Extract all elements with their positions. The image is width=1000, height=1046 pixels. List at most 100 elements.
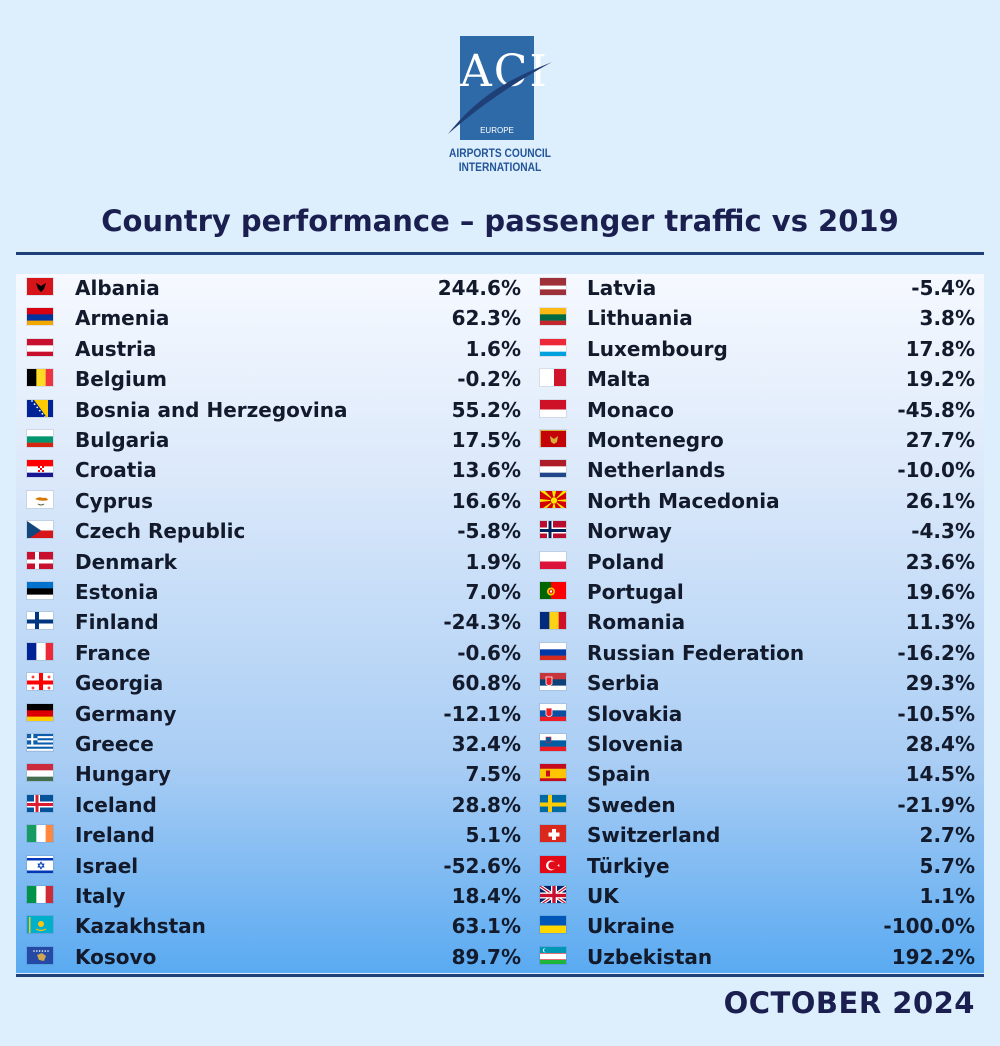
table-row: Croatia 13.6% <box>16 456 984 486</box>
table-row: Ukraine -100.0% <box>16 912 984 942</box>
traffic-change-value: -10.0% <box>897 458 975 483</box>
romania-flag-icon <box>539 611 567 631</box>
malta-flag-icon <box>539 368 567 388</box>
country-name: Greece <box>75 732 154 756</box>
country-name: Ukraine <box>587 914 675 939</box>
country-name: Germany <box>75 701 177 726</box>
report-date: OCTOBER 2024 <box>723 986 975 1020</box>
table-row: Albania 244.6% <box>16 274 984 304</box>
t-rkiye-flag-icon <box>539 854 567 874</box>
croatia-flag-icon <box>26 459 54 479</box>
table-row: Bosnia and Herzegovina 55.2% <box>16 396 984 426</box>
traffic-change-value: 1.6% <box>465 336 521 361</box>
kosovo-flag-icon <box>26 945 54 965</box>
table-row: Israel -52.6% <box>16 852 984 882</box>
traffic-change-value: 23.6% <box>905 549 975 574</box>
traffic-change-value: -4.3% <box>911 519 975 544</box>
country-name: Bosnia and Herzegovina <box>75 397 348 422</box>
kazakhstan-flag-icon <box>26 915 54 935</box>
table-row: Czech Republic -5.8% <box>16 517 984 547</box>
table-row: Cyprus 16.6% <box>16 487 984 517</box>
traffic-change-value: 192.2% <box>891 944 975 969</box>
traffic-change-value: 7.5% <box>465 762 521 787</box>
table-row: Russian Federation -16.2% <box>16 639 984 669</box>
table-row: Austria 1.6% <box>16 335 984 365</box>
traffic-change-value: 29.3% <box>905 671 975 696</box>
country-name: Iceland <box>75 792 157 817</box>
uk-flag-icon <box>539 885 567 904</box>
country-name: Denmark <box>75 549 177 574</box>
traffic-change-value: 28.8% <box>451 792 521 817</box>
aci-europe-logo: ACI EUROPE AIRPORTS COUNCIL INTERNATIONA… <box>0 34 1000 184</box>
country-name: Armenia <box>75 306 170 331</box>
traffic-change-value: 32.4% <box>451 732 521 756</box>
norway-flag-icon <box>539 520 567 540</box>
traffic-change-value: 244.6% <box>437 276 521 300</box>
switzerland-flag-icon <box>539 824 567 844</box>
traffic-change-value: 5.7% <box>919 853 975 878</box>
table-row: Ireland 5.1% <box>16 821 984 851</box>
table-row: Germany -12.1% <box>16 700 984 730</box>
traffic-change-value: -100.0% <box>883 914 975 939</box>
country-name: Malta <box>587 367 651 392</box>
traffic-change-value: 28.4% <box>905 732 975 756</box>
table-row: Slovakia -10.5% <box>16 700 984 730</box>
table-row: Hungary 7.5% <box>16 760 984 790</box>
traffic-change-value: 5.1% <box>465 823 521 848</box>
traffic-change-value: -5.8% <box>457 519 521 544</box>
traffic-change-value: 26.1% <box>905 488 975 513</box>
country-name: Romania <box>587 610 686 635</box>
bulgaria-flag-icon <box>26 429 54 448</box>
country-name: Monaco <box>587 397 674 422</box>
traffic-change-value: -12.1% <box>443 701 521 726</box>
country-name: Kazakhstan <box>75 914 206 939</box>
table-row: Kosovo 89.7% <box>16 943 984 973</box>
table-row: France -0.6% <box>16 639 984 669</box>
country-name: Serbia <box>587 671 660 696</box>
traffic-change-value: -45.8% <box>897 397 975 422</box>
table-row: Slovenia 28.4% <box>16 730 984 760</box>
table-row: Georgia 60.8% <box>16 669 984 699</box>
traffic-change-value: 7.0% <box>465 580 521 604</box>
country-name: Uzbekistan <box>587 944 713 969</box>
country-name: Hungary <box>75 762 171 787</box>
country-name: Georgia <box>75 671 164 696</box>
country-table: Albania 244.6% Armenia 62.3% Austria 1.6% Belg… <box>16 274 984 973</box>
country-name: Cyprus <box>75 488 154 513</box>
armenia-flag-icon <box>26 307 54 327</box>
traffic-change-value: 19.6% <box>905 580 975 604</box>
country-name: Spain <box>587 762 651 787</box>
sweden-flag-icon <box>539 793 567 813</box>
country-name: Norway <box>587 519 672 544</box>
traffic-change-value: 17.5% <box>451 428 521 452</box>
page-title: Country performance – passenger traffic … <box>101 204 899 238</box>
uzbekistan-flag-icon <box>539 945 567 965</box>
country-name: North Macedonia <box>587 488 780 513</box>
country-name: Poland <box>587 549 665 574</box>
traffic-change-value: 55.2% <box>451 397 521 422</box>
traffic-change-value: 17.8% <box>905 336 975 361</box>
country-name: Latvia <box>587 276 657 300</box>
slovakia-flag-icon <box>539 702 567 722</box>
country-name: Russian Federation <box>587 640 805 665</box>
estonia-flag-icon <box>26 581 54 600</box>
table-row: Iceland 28.8% <box>16 791 984 821</box>
country-name: Belgium <box>75 367 167 392</box>
russian-federation-flag-icon <box>539 641 567 661</box>
finland-flag-icon <box>26 611 54 631</box>
lithuania-flag-icon <box>539 307 567 327</box>
montenegro-flag-icon <box>539 429 567 448</box>
table-row: Greece 32.4% <box>16 730 984 760</box>
hungary-flag-icon <box>26 763 54 783</box>
table-row: Sweden -21.9% <box>16 791 984 821</box>
country-name: France <box>75 640 151 665</box>
country-name: Slovenia <box>587 732 684 756</box>
traffic-change-value: 1.9% <box>465 549 521 574</box>
table-row: Switzerland 2.7% <box>16 821 984 851</box>
table-row: Poland 23.6% <box>16 548 984 578</box>
country-name: Netherlands <box>587 458 726 483</box>
north-macedonia-flag-icon <box>539 489 567 509</box>
country-name: Kosovo <box>75 944 157 969</box>
traffic-change-value: 63.1% <box>451 914 521 939</box>
